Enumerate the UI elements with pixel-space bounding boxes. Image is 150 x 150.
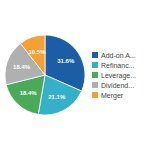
- legend-swatch: [92, 92, 98, 98]
- pie-slice: [38, 75, 81, 115]
- data-label: 10.5%: [28, 49, 46, 55]
- data-label: 18.4%: [13, 64, 31, 70]
- legend-swatch: [92, 52, 98, 58]
- legend-label: Merger: [101, 92, 124, 100]
- legend-swatch: [92, 82, 98, 88]
- legend-swatch: [92, 62, 98, 68]
- data-labels: 31.6% 21.1% 18.4% 18.4% 10.5%: [13, 49, 75, 100]
- chart-container: 31.6% 21.1% 18.4% 18.4% 10.5% Add-on A... Refi…: [0, 0, 150, 150]
- data-label: 21.1%: [48, 94, 66, 100]
- legend-label: Leverage...: [101, 72, 136, 80]
- legend-label: Dividend...: [101, 82, 134, 89]
- chart: 31.6% 21.1% 18.4% 18.4% 10.5% Add-on A... Refi…: [0, 0, 150, 150]
- slices: [5, 35, 85, 115]
- legend-label: Refinanc...: [101, 62, 135, 69]
- legend-label: Add-on A...: [101, 52, 136, 59]
- data-label: 18.4%: [20, 90, 38, 96]
- legend: Add-on A... Refinanc... Leverage... Dividen…: [92, 52, 136, 100]
- data-label: 31.6%: [57, 58, 75, 64]
- legend-swatch: [92, 72, 98, 78]
